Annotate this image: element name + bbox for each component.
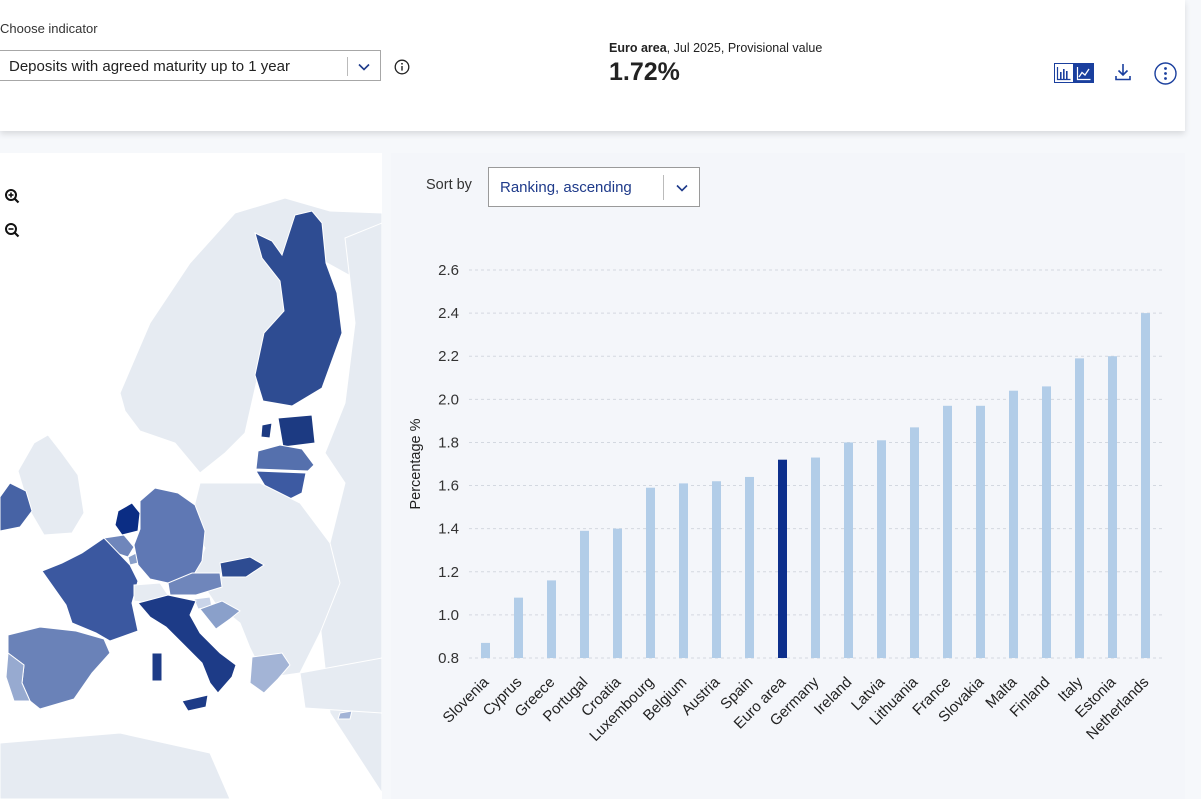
select-divider (663, 175, 664, 200)
map-region-cyprus[interactable] (337, 710, 353, 720)
kpi-value: 1.72% (609, 58, 680, 86)
x-tick-label: Slovenia (440, 673, 493, 726)
map-region-croatia[interactable] (199, 600, 241, 630)
zoom-out-button[interactable] (0, 215, 26, 245)
info-icon[interactable] (394, 59, 410, 75)
kpi-area: Euro area (609, 41, 667, 55)
bar-netherlands[interactable] (1141, 313, 1150, 658)
sort-by-label: Sort by (426, 177, 472, 193)
bar-spain[interactable] (745, 476, 754, 658)
bar-luxembourg[interactable] (646, 487, 655, 658)
bar-belgium[interactable] (679, 483, 688, 658)
map-region-italy[interactable] (137, 594, 237, 694)
map-panel[interactable] (0, 153, 382, 799)
map-region-portugal[interactable] (5, 652, 31, 702)
y-tick-label: 1.0 (438, 607, 459, 624)
zoom-in-icon (5, 189, 20, 204)
bar-greece[interactable] (547, 580, 556, 658)
sort-select[interactable]: Ranking, ascending (488, 167, 700, 207)
bar-estonia[interactable] (1108, 356, 1117, 658)
zoom-out-icon (5, 223, 20, 238)
map-region-finland[interactable] (254, 210, 343, 407)
bar-ireland[interactable] (844, 442, 853, 658)
bar-euro-area[interactable] (778, 459, 787, 658)
select-divider (347, 57, 348, 76)
bar-slovakia[interactable] (976, 405, 985, 658)
y-tick-label: 2.6 (438, 262, 459, 279)
y-tick-label: 1.8 (438, 434, 459, 451)
zoom-in-button[interactable] (0, 181, 26, 211)
kpi-meta: , Jul 2025, Provisional value (666, 41, 823, 55)
chevron-down-icon (676, 184, 688, 192)
map-region-ireland[interactable] (0, 482, 33, 532)
sort-select-value: Ranking, ascending (500, 179, 632, 196)
bar-italy[interactable] (1075, 358, 1084, 658)
y-tick-label: 1.2 (438, 564, 459, 581)
map-region-france[interactable] (41, 537, 139, 642)
y-tick-label: 2.0 (438, 391, 459, 408)
bar-cyprus[interactable] (514, 597, 523, 658)
bar-chart-icon[interactable] (1054, 63, 1074, 83)
europe-map[interactable] (0, 153, 382, 799)
y-tick-label: 1.4 (438, 521, 459, 538)
bar-lithuania[interactable] (910, 427, 919, 658)
chart-type-toggle[interactable] (1054, 63, 1094, 83)
top-bar: Choose indicator Deposits with agreed ma… (0, 0, 1185, 131)
bar-malta[interactable] (1009, 390, 1018, 658)
map-region-netherlands[interactable] (114, 502, 141, 536)
more-vertical-icon[interactable] (1154, 62, 1177, 85)
bar-latvia[interactable] (877, 440, 886, 658)
y-tick-label: 0.8 (438, 650, 459, 667)
y-tick-label: 2.4 (438, 305, 459, 322)
bar-chart: 0.8 1.0 1.2 1.4 1.6 1.8 2.0 2.2 2.4 2.6 Percentage… (408, 262, 1162, 745)
x-tick-label: Austria (678, 673, 723, 718)
y-tick-label: 2.2 (438, 348, 459, 365)
y-axis-label: Percentage % (408, 418, 424, 509)
x-tick-label: Ireland (811, 674, 855, 718)
chevron-down-icon (358, 63, 370, 71)
map-region-estonia[interactable] (277, 414, 316, 448)
bar-portugal[interactable] (580, 530, 589, 658)
download-icon[interactable] (1113, 62, 1133, 82)
bar-germany[interactable] (811, 457, 820, 658)
bar-austria[interactable] (712, 481, 721, 658)
choose-indicator-label: Choose indicator (0, 21, 98, 36)
map-region-latvia[interactable] (255, 444, 315, 472)
bar-slovenia[interactable] (481, 642, 490, 658)
line-chart-icon[interactable] (1074, 63, 1094, 83)
bar-france[interactable] (943, 405, 952, 658)
bar-croatia[interactable] (613, 528, 622, 658)
bar-finland[interactable] (1042, 386, 1051, 658)
y-tick-label: 1.6 (438, 478, 459, 495)
indicator-select[interactable]: Deposits with agreed maturity up to 1 ye… (0, 50, 381, 81)
indicator-select-value: Deposits with agreed maturity up to 1 ye… (9, 58, 290, 75)
chart-panel (391, 153, 1185, 799)
map-region-greece[interactable] (249, 652, 291, 694)
kpi-heading: Euro area, Jul 2025, Provisional value (609, 41, 822, 55)
map-region-slovakia[interactable] (219, 556, 265, 578)
